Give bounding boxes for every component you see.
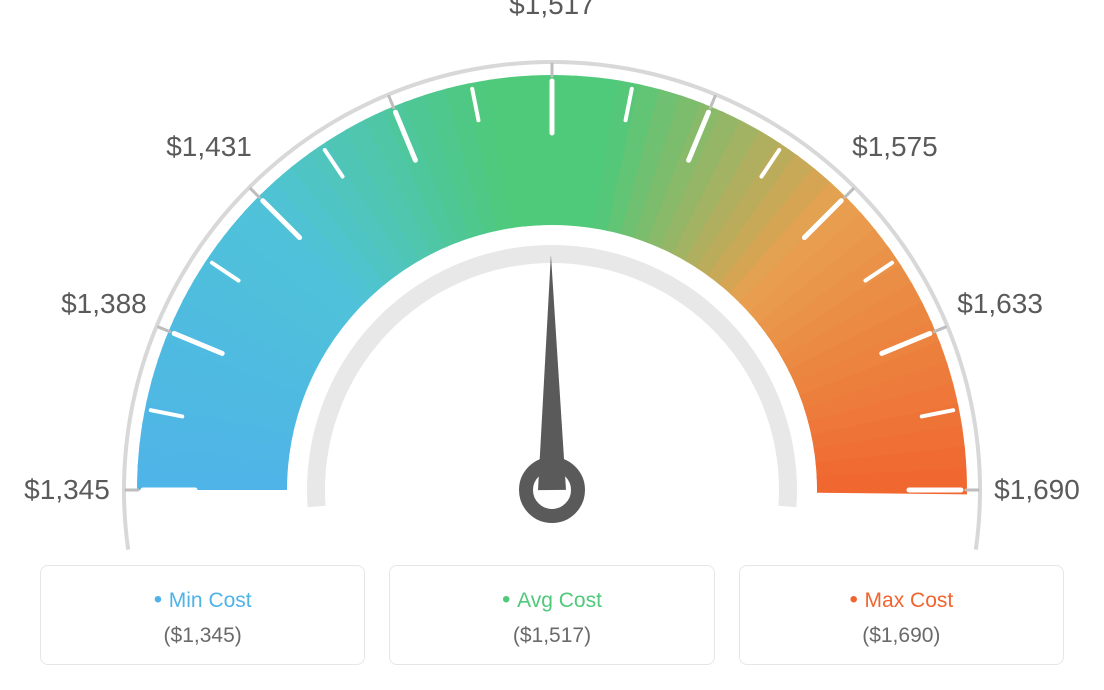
gauge-chart bbox=[0, 0, 1104, 560]
gauge-tick-label: $1,388 bbox=[61, 288, 147, 320]
legend-avg-label: Avg Cost bbox=[400, 586, 703, 614]
gauge-tick-label: $1,633 bbox=[957, 288, 1043, 320]
legend-max: Max Cost ($1,690) bbox=[739, 565, 1064, 665]
gauge-tick-label: $1,517 bbox=[509, 0, 595, 21]
legend-avg-value: ($1,517) bbox=[400, 624, 703, 648]
legend-min-value: ($1,345) bbox=[51, 624, 354, 648]
gauge-tick-label: $1,690 bbox=[994, 474, 1080, 506]
legend-max-value: ($1,690) bbox=[750, 624, 1053, 648]
legend-min-label: Min Cost bbox=[51, 586, 354, 614]
gauge-area: $1,345 $1,388 $1,431 $1,517 $1,575 $1,633 $1,6… bbox=[0, 0, 1104, 530]
gauge-tick-label: $1,431 bbox=[166, 131, 252, 163]
legend-min: Min Cost ($1,345) bbox=[40, 565, 365, 665]
gauge-tick-label: $1,575 bbox=[852, 131, 938, 163]
legend-row: Min Cost ($1,345) Avg Cost ($1,517) Max … bbox=[0, 565, 1104, 665]
gauge-tick-label: $1,345 bbox=[24, 474, 110, 506]
legend-avg: Avg Cost ($1,517) bbox=[389, 565, 714, 665]
cost-gauge-widget: $1,345 $1,388 $1,431 $1,517 $1,575 $1,633 $1,6… bbox=[0, 0, 1104, 690]
legend-max-label: Max Cost bbox=[750, 586, 1053, 614]
